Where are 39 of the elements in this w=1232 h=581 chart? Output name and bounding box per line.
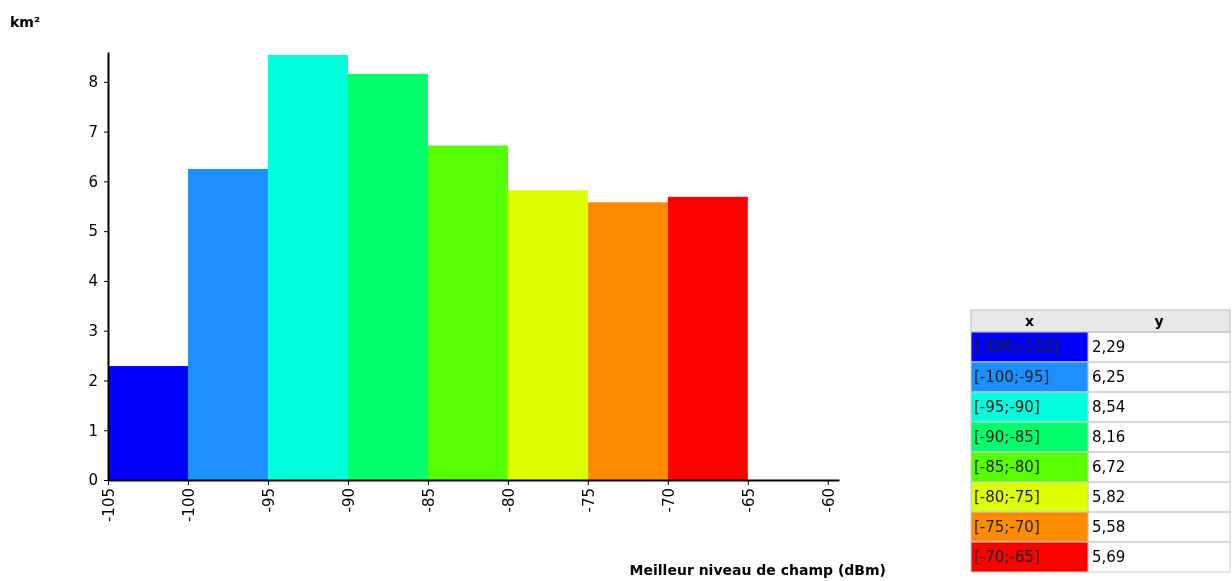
x-tick-label: -70 [659,488,678,513]
y-tick-label: 4 [88,272,98,291]
category-label: [-70;-65] [974,548,1040,566]
x-tick-label: -75 [579,488,598,513]
x-tick-label: -100 [179,488,198,523]
category-label: [-105;-100] [974,338,1059,356]
text: y [1154,313,1164,329]
data-label: 6,25 [1092,368,1126,386]
text: x [1024,313,1035,329]
y-tick-label: 6 [88,172,98,191]
x-tick-label: -90 [339,488,358,513]
category-label: [-85;-80] [974,458,1040,476]
category-label: [-100;-95] [974,368,1050,386]
x-tick-label: -95 [259,488,278,513]
data-label: 5,82 [1092,488,1126,506]
x-tick-label: -65 [739,488,758,513]
data-label: 8,54 [1092,398,1126,416]
y-tick-label: 3 [88,322,98,340]
y-tick-label: 8 [88,73,98,92]
y-tick-label: 5 [88,222,98,241]
category-label: [-80;-75] [974,488,1040,506]
y-axis-title: km² [10,14,41,30]
x-tick-label: -60 [819,488,838,513]
data-label: 6,72 [1092,458,1126,476]
y-tick-label: 0 [88,471,98,490]
y-tick-label: 2 [88,371,98,390]
category-label: [-95;-90] [974,398,1040,416]
x-tick-label: -80 [499,488,518,513]
y-tick-label: 7 [88,122,98,141]
x-axis-title: Meilleur niveau de champ (dBm) [629,562,886,578]
x-tick-label: -85 [419,488,438,513]
data-label: 8,16 [1092,428,1126,446]
category-label: [-90;-85] [974,428,1040,446]
y-tick-label: 1 [88,421,98,440]
data-label: 5,58 [1092,518,1126,536]
data-label: 5,69 [1092,548,1126,566]
data-label: 2,29 [1092,338,1126,356]
category-label: [-75;-70] [974,518,1040,536]
x-tick-label: -105 [99,488,118,523]
